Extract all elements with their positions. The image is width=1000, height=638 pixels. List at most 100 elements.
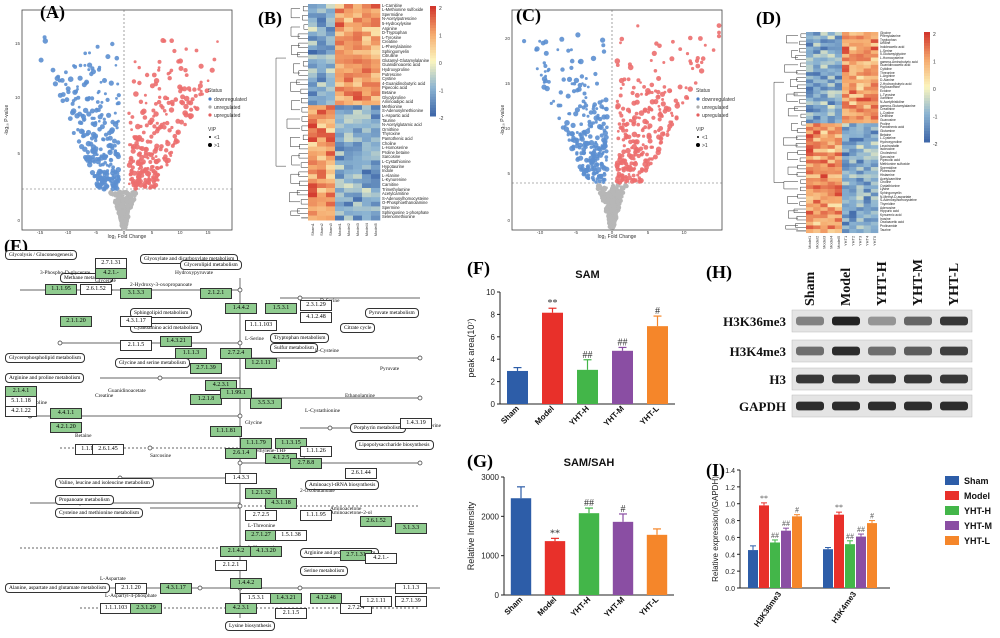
heatmap-cell — [806, 145, 814, 150]
heatmap-cell — [353, 4, 363, 9]
kegg-enzyme-box: 4.3.1.17 — [160, 583, 192, 594]
heatmap-cell — [842, 196, 850, 201]
heatmap-gene-label: L-Cysteine — [880, 136, 896, 141]
heatmap-cell — [842, 188, 850, 193]
volcano-point — [594, 180, 598, 184]
volcano-point — [617, 122, 622, 126]
volcano-point — [569, 131, 575, 137]
heatmap-cell — [371, 183, 381, 189]
heatmap-cell — [335, 146, 345, 152]
volcano-a-svg: -log₁₀ P-value log₂ Fold Change Status d… — [4, 9, 247, 240]
volcano-point — [624, 136, 628, 140]
heatmap-cell — [834, 97, 843, 102]
volcano-point — [166, 100, 171, 105]
volcano-point — [596, 115, 600, 120]
heatmap-cell — [317, 31, 327, 37]
heatmap-cell — [353, 142, 363, 147]
heatmap-cell — [842, 148, 850, 153]
heatmap-cell — [820, 130, 828, 135]
dendrogram-branch — [799, 99, 806, 104]
chart-title: SAM/SAH — [564, 457, 615, 469]
volcano-c-legend-vip: VIP — [696, 127, 705, 133]
colorscale-step — [924, 81, 930, 85]
volcano-point — [120, 199, 124, 203]
heatmap-cell — [353, 27, 363, 32]
volcano-point — [575, 152, 579, 156]
kegg-enzyme-box: 1.4.4.2 — [225, 303, 257, 314]
heatmap-cell — [827, 178, 836, 182]
volcano-point — [128, 182, 131, 186]
heatmap-cell — [813, 192, 821, 197]
heatmap-cell — [849, 32, 857, 36]
heatmap-cell — [806, 159, 814, 164]
volcano-point — [101, 186, 107, 192]
volcano-point — [140, 170, 144, 174]
volcano-point — [595, 107, 599, 111]
heatmap-cell — [335, 17, 345, 23]
volcano-a-legend-dot-un — [208, 105, 212, 109]
heatmap-cell — [317, 22, 327, 28]
heatmap-cell — [849, 50, 857, 55]
heatmap-cell — [870, 57, 879, 62]
volcano-point — [587, 122, 593, 128]
volcano-point — [578, 132, 583, 137]
volcano-plot-a: -log₁₀ P-value log₂ Fold Change Status d… — [0, 0, 255, 240]
heatmap-cell — [335, 40, 345, 46]
kegg-compound: L-Cystathionine — [305, 408, 341, 414]
heatmap-cell — [362, 36, 372, 42]
volcano-point — [141, 108, 147, 114]
volcano-point — [693, 81, 698, 85]
heatmap-cell — [308, 91, 318, 97]
heatmap-gene-label: Taurine — [880, 227, 891, 232]
kegg-compound: Choline — [30, 400, 48, 406]
dendrogram-branch — [299, 180, 308, 186]
heatmap-cell — [834, 119, 843, 124]
heatmap-cell — [326, 169, 336, 175]
bar — [781, 530, 791, 588]
volcano-point — [189, 107, 194, 112]
heatmap-cell — [870, 39, 879, 44]
volcano-point — [703, 43, 707, 47]
colorscale-step — [430, 33, 436, 37]
dendrogram-branch — [291, 45, 300, 55]
volcano-point — [138, 99, 144, 105]
kegg-enzyme-box: 4.4.1.1 — [50, 408, 82, 419]
heatmap-cell — [863, 42, 872, 47]
volcano-point — [151, 176, 155, 179]
dendrogram-branch — [800, 186, 806, 192]
heatmap-cell — [362, 151, 372, 157]
heatmap-cell — [863, 196, 872, 201]
heatmap-cell — [806, 225, 814, 230]
volcano-point — [113, 151, 119, 157]
heatmap-cell — [813, 115, 821, 120]
kegg-pathway-label: Lipopolysaccharide biosynthesis — [355, 440, 434, 450]
colorscale-step — [430, 110, 436, 114]
heatmap-cell — [813, 32, 821, 36]
colorscale-tick: 1 — [933, 60, 936, 66]
heatmap-cell — [344, 77, 354, 83]
heatmap-cell — [820, 148, 828, 153]
volcano-point — [567, 138, 571, 142]
heatmap-cell — [842, 229, 850, 234]
heatmap-cell — [813, 94, 821, 98]
volcano-point — [95, 158, 101, 165]
bar — [612, 350, 633, 404]
heatmap-cell — [371, 4, 381, 9]
volcano-point — [84, 79, 90, 85]
volcano-point — [153, 81, 158, 87]
heatmap-cell — [856, 115, 864, 120]
heatmap-cell — [842, 83, 850, 88]
heatmap-cell — [308, 197, 318, 203]
heatmap-cell — [335, 31, 345, 37]
volcano-point — [542, 81, 546, 84]
volcano-point — [162, 39, 167, 43]
volcano-point — [650, 157, 654, 161]
kegg-pathway-label: Lysine biosynthesis — [225, 621, 276, 631]
heatmap-cell — [317, 151, 327, 157]
volcano-point — [67, 76, 74, 82]
heatmap-cell — [813, 97, 821, 102]
volcano-point — [660, 101, 666, 107]
y-tick-label: 1.2 — [725, 485, 735, 492]
heatmap-gene-label: Spermine — [382, 204, 400, 210]
heatmap-cell — [820, 199, 828, 204]
